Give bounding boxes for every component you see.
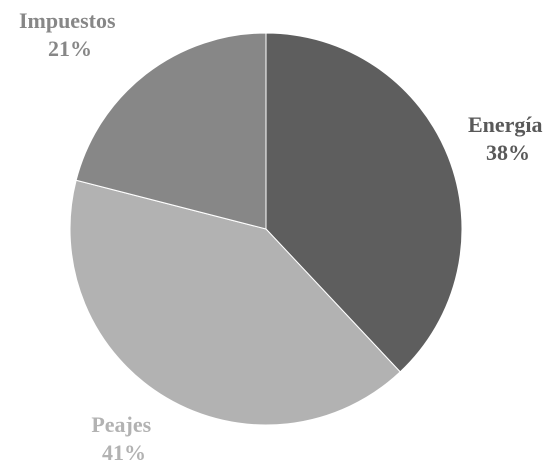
- pie-slice-impuestos: [75, 32, 267, 230]
- slice-label-energia-value: 38%: [486, 140, 530, 165]
- slice-label-energia-name: Energía: [468, 112, 543, 137]
- pie-slice-peajes: [69, 179, 401, 426]
- slice-label-peajes-value: 41%: [102, 440, 146, 465]
- pie-slice-energia: [265, 32, 463, 373]
- pie-slices: [69, 32, 463, 426]
- slice-label-peajes-name: Peajes: [91, 412, 151, 437]
- slice-label-impuestos: Impuestos 21%: [19, 8, 121, 61]
- slice-label-impuestos-name: Impuestos: [19, 8, 116, 33]
- slice-label-impuestos-value: 21%: [48, 36, 92, 61]
- slice-label-energia: Energía 38%: [468, 112, 548, 165]
- slice-label-peajes: Peajes 41%: [91, 412, 156, 465]
